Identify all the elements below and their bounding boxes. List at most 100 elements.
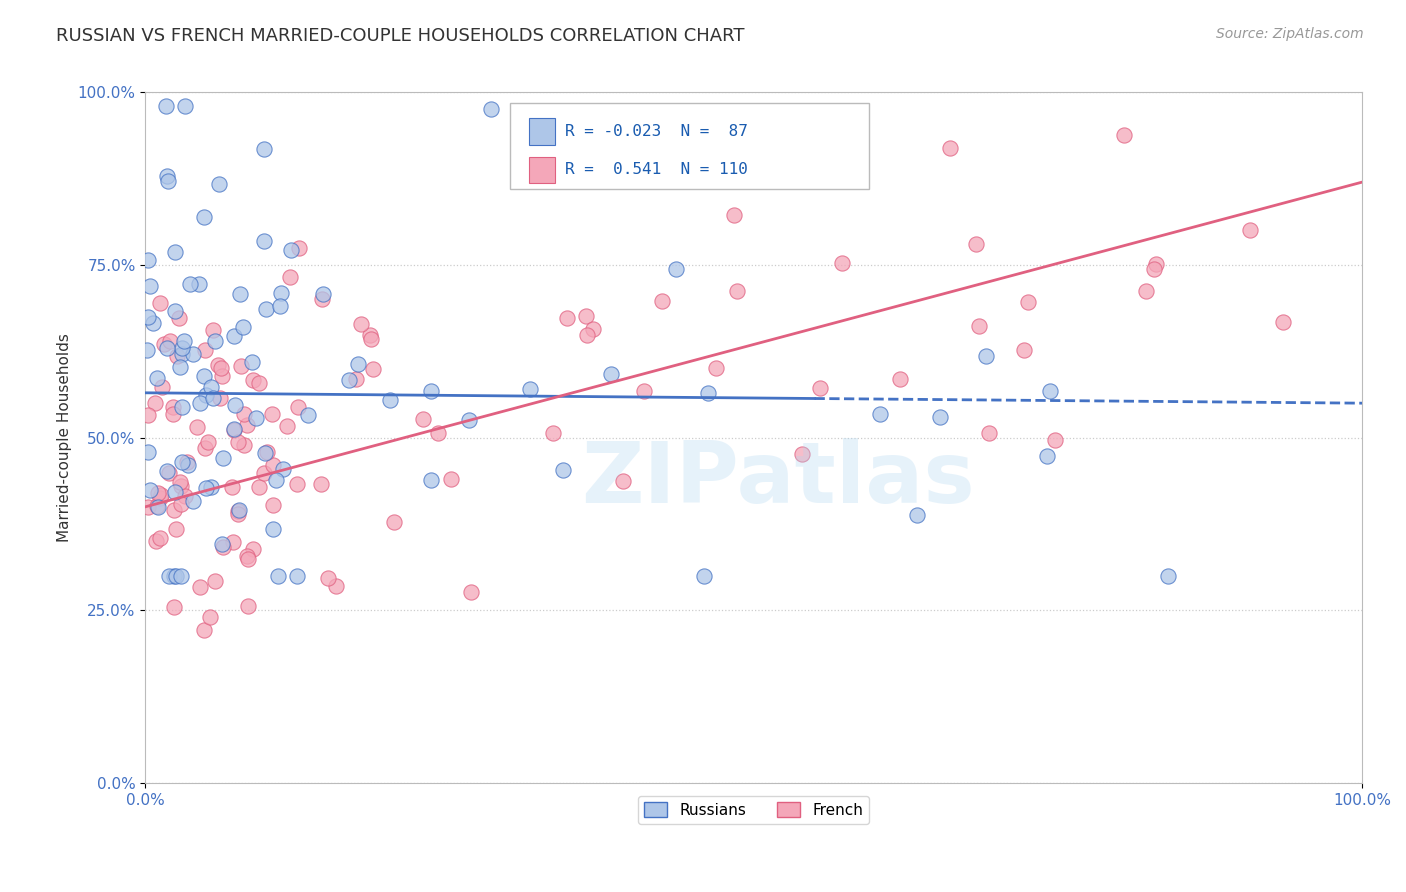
Point xyxy=(157,569,180,583)
Point xyxy=(202,391,225,405)
Point xyxy=(1239,223,1261,237)
Point xyxy=(869,407,891,421)
Point xyxy=(247,480,270,494)
Point xyxy=(200,480,222,494)
Point xyxy=(264,473,287,487)
Point xyxy=(200,380,222,394)
Point xyxy=(155,99,177,113)
Point xyxy=(148,531,170,545)
Point xyxy=(179,277,201,291)
Point xyxy=(253,234,276,248)
Point xyxy=(235,418,257,433)
Point xyxy=(427,426,450,441)
Point xyxy=(226,507,249,521)
Point xyxy=(170,401,193,415)
Point xyxy=(155,341,177,355)
Point xyxy=(420,473,443,487)
Point xyxy=(145,534,167,549)
Point xyxy=(236,549,259,563)
Point xyxy=(136,343,159,358)
Point xyxy=(193,210,215,224)
Point xyxy=(360,332,382,346)
Point xyxy=(633,384,655,398)
Point xyxy=(253,446,276,460)
Point xyxy=(325,578,347,592)
Point xyxy=(181,493,204,508)
Point xyxy=(612,474,634,488)
Point xyxy=(238,552,260,566)
Point xyxy=(831,256,853,270)
Point xyxy=(242,373,264,387)
Point xyxy=(1114,128,1136,143)
Point xyxy=(204,334,226,348)
Point xyxy=(152,337,174,351)
Point xyxy=(142,316,165,330)
Point xyxy=(236,599,259,614)
Point xyxy=(555,311,578,326)
Point xyxy=(194,343,217,358)
Point xyxy=(193,368,215,383)
Point xyxy=(146,500,169,514)
Point xyxy=(551,463,574,477)
Point xyxy=(412,412,434,426)
Point xyxy=(312,287,335,301)
Point xyxy=(169,475,191,489)
Point xyxy=(139,279,162,293)
Point xyxy=(149,491,172,505)
Point xyxy=(194,441,217,455)
Point xyxy=(269,299,291,313)
Point xyxy=(285,569,308,583)
Point xyxy=(136,408,159,422)
Point xyxy=(148,486,170,500)
FancyBboxPatch shape xyxy=(510,103,869,189)
Point xyxy=(704,361,727,376)
Point xyxy=(136,500,159,515)
Point xyxy=(193,623,215,637)
Point xyxy=(267,569,290,583)
Point xyxy=(240,354,263,368)
Point xyxy=(297,408,319,422)
Point xyxy=(176,458,198,472)
Point xyxy=(693,569,716,583)
Point xyxy=(347,357,370,371)
Point xyxy=(226,435,249,450)
Point xyxy=(176,455,198,469)
Point xyxy=(195,388,218,402)
Point xyxy=(163,304,186,318)
Point xyxy=(262,458,284,473)
Point xyxy=(195,481,218,495)
Point xyxy=(350,317,373,331)
Point xyxy=(287,400,309,414)
Point xyxy=(1036,449,1059,463)
Point xyxy=(197,435,219,450)
Text: R = -0.023  N =  87: R = -0.023 N = 87 xyxy=(565,124,748,139)
Point xyxy=(697,386,720,401)
Point xyxy=(228,503,250,517)
Point xyxy=(224,422,246,436)
Point xyxy=(309,477,332,491)
Point xyxy=(149,487,172,501)
Point xyxy=(211,369,233,384)
Point xyxy=(190,395,212,409)
Point xyxy=(1146,257,1168,271)
Point xyxy=(188,277,211,292)
Point xyxy=(582,321,605,335)
Y-axis label: Married-couple Households: Married-couple Households xyxy=(58,334,72,542)
Point xyxy=(212,451,235,466)
Point xyxy=(280,269,302,284)
Text: RUSSIAN VS FRENCH MARRIED-COUPLE HOUSEHOLDS CORRELATION CHART: RUSSIAN VS FRENCH MARRIED-COUPLE HOUSEHO… xyxy=(56,27,745,45)
Point xyxy=(170,455,193,469)
Point xyxy=(204,574,226,589)
Point xyxy=(270,286,292,301)
Point xyxy=(967,318,990,333)
Point xyxy=(162,401,184,415)
FancyBboxPatch shape xyxy=(529,157,555,183)
Point xyxy=(221,480,243,494)
Point xyxy=(359,328,381,343)
Point xyxy=(808,381,831,395)
Point xyxy=(229,287,252,301)
Point xyxy=(167,310,190,325)
Point xyxy=(166,569,188,583)
Point xyxy=(458,413,481,427)
Point xyxy=(226,503,249,517)
